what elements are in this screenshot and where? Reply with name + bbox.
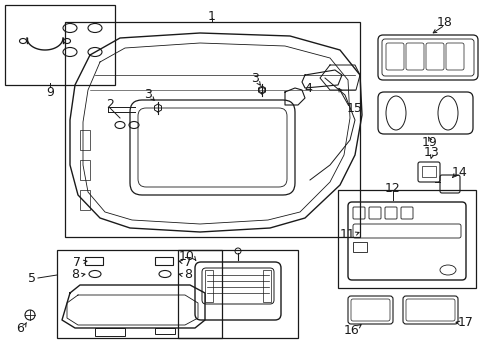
Bar: [85, 257, 103, 265]
Bar: [57, 250, 222, 338]
Bar: [80, 130, 90, 150]
Bar: [95, 328, 125, 336]
Text: 11: 11: [340, 229, 355, 242]
Text: 7: 7: [73, 256, 81, 269]
Text: 8: 8: [183, 269, 192, 282]
Bar: [352, 242, 366, 252]
Bar: [155, 257, 173, 265]
Text: 17: 17: [457, 316, 473, 329]
Bar: [421, 166, 435, 177]
Text: 3: 3: [144, 87, 152, 100]
Text: 16: 16: [344, 324, 359, 337]
Bar: [5, 5, 115, 85]
Bar: [65, 22, 359, 237]
Text: 13: 13: [423, 145, 439, 158]
Text: 14: 14: [451, 166, 467, 179]
Text: 10: 10: [179, 249, 195, 262]
Text: 15: 15: [346, 102, 362, 114]
Text: 19: 19: [421, 136, 437, 149]
Text: 5: 5: [28, 271, 36, 284]
Bar: [155, 328, 175, 334]
Text: 1: 1: [207, 9, 216, 22]
Bar: [178, 250, 297, 338]
Bar: [80, 190, 90, 210]
Text: 18: 18: [436, 15, 452, 28]
Bar: [80, 160, 90, 180]
Text: 12: 12: [385, 181, 400, 194]
Bar: [204, 270, 213, 302]
Text: 2: 2: [106, 99, 114, 112]
Text: 7: 7: [183, 256, 192, 269]
Bar: [337, 190, 475, 288]
Bar: [263, 270, 270, 302]
Text: 6: 6: [16, 321, 24, 334]
Text: 3: 3: [250, 72, 259, 85]
Text: 8: 8: [71, 269, 79, 282]
Text: 9: 9: [46, 86, 54, 99]
Text: 4: 4: [304, 81, 311, 94]
